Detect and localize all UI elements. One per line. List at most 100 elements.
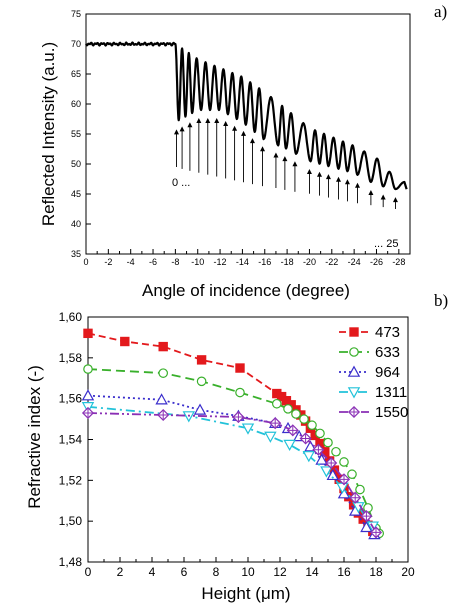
chart-a-mode-arrow: [392, 197, 398, 209]
chart-b-marker-cross: [83, 408, 93, 418]
chart-b-marker: [83, 364, 93, 374]
chart-b-xtick-label: 16: [337, 565, 351, 579]
chart-a-mode-arrow-head: [292, 161, 298, 167]
chart-b-marker: [291, 409, 301, 419]
chart-b-marker: [155, 393, 168, 405]
chart-b-marker: [120, 336, 130, 347]
chart-b-marker: [355, 484, 365, 495]
chart-b-legend: 473 633 964 1311 1550: [339, 324, 408, 421]
chart-a-mode-arrow-head: [368, 190, 374, 195]
chart-a-curve: [85, 41, 408, 191]
chart-b-ytick-label: 1,58: [59, 351, 83, 365]
chart-b-ytick-label: 1,56: [59, 392, 83, 406]
chart-a-mode-arrow-head: [325, 174, 331, 180]
chart-b-marker-cross: [339, 475, 349, 484]
chart-b-marker-cross: [288, 426, 297, 435]
chart-b-marker: [302, 451, 316, 463]
chart-a-mode-arrow: [187, 122, 193, 171]
chart-a-mode-arrow-head: [214, 118, 220, 123]
chart-b-marker: [339, 457, 349, 467]
chart-a-mode-arrow-head: [232, 125, 238, 131]
chart-b-xlabel: Height (μm): [201, 584, 290, 603]
chart-a-annotation-last: ... 25: [374, 238, 398, 250]
chart-b-series: [81, 328, 384, 540]
chart-b-legend-item: 633: [339, 344, 400, 361]
chart-a-mode-arrow-head: [173, 129, 179, 135]
chart-a-xtick-label: -16: [258, 257, 271, 267]
chart-b-xtick-label: 4: [149, 565, 156, 579]
chart-a-ticks: 0 -2 -4 -6 -8 -10 -12 -14 -16 -18 -20 -22 -24 -26 -28 3…: [71, 9, 411, 267]
chart-a-mode-arrow: [249, 138, 255, 185]
chart-b-marker: [158, 341, 168, 352]
chart-b-marker: [235, 387, 245, 398]
chart-a-mode-arrow: [196, 118, 202, 173]
chart-a-mode-arrows: [173, 118, 398, 209]
chart-b-marker: [349, 347, 359, 357]
chart-a-xtick-label: -8: [171, 257, 179, 267]
panel-b-label: b): [434, 291, 448, 310]
chart-a-ytick-label: 55: [71, 129, 81, 139]
chart-a-xtick-label: -12: [214, 257, 227, 267]
chart-b-marker: [363, 503, 373, 513]
chart-a-xtick-label: -26: [370, 257, 383, 267]
chart-a-mode-arrow: [368, 190, 374, 206]
chart-b-ytick-label: 1,52: [59, 473, 83, 487]
chart-b-marker: [196, 355, 207, 365]
chart-b-series-line: [87, 368, 380, 534]
chart-b-marker-cross: [371, 528, 381, 537]
chart-a-mode-arrow: [205, 118, 211, 175]
chart-a-xtick-label: 0: [83, 257, 88, 267]
chart-b-marker: [283, 404, 293, 414]
chart-a-mode-arrow-head: [392, 197, 398, 203]
chart-a-xtick-label: -2: [104, 257, 112, 267]
chart-b-ytick-label: 1,54: [59, 433, 83, 447]
chart-a-xtick-label: -24: [348, 257, 361, 267]
chart-b-marker: [331, 446, 341, 457]
chart-a-mode-arrow-head: [282, 156, 288, 162]
chart-b-ylabel: Refractive index (-): [25, 365, 44, 509]
chart-b-marker: [264, 431, 277, 443]
chart-b-marker-cross: [301, 434, 310, 443]
chart-b-xtick-label: 2: [117, 565, 124, 579]
chart-b-marker: [315, 453, 328, 465]
chart-a-ytick-label: 60: [71, 99, 81, 109]
chart-b-marker: [283, 439, 296, 452]
chart-a-ytick-label: 70: [71, 39, 81, 49]
chart-b-legend-label: 964: [375, 364, 400, 381]
chart-b-marker: [83, 328, 93, 339]
chart-a-ytick-label: 65: [71, 69, 81, 79]
chart-b: 0 2 4 6 8 10 12 14 16 18 20 1,48 1,50 1,52 1,54 1,56 1,5…: [25, 291, 448, 603]
chart-b-legend-label: 473: [375, 324, 400, 341]
chart-a-mode-arrow-head: [354, 182, 360, 188]
chart-a-xtick-label: -6: [149, 257, 157, 267]
chart-b-xtick-label: 10: [241, 565, 255, 579]
chart-a-mode-arrow: [214, 118, 220, 177]
chart-a-ytick-label: 35: [71, 249, 81, 259]
chart-a-mode-arrow: [317, 171, 323, 196]
chart-b-legend-item: 964: [339, 364, 400, 381]
chart-b-marker: [81, 389, 95, 401]
chart-b-legend-item: 1550: [339, 404, 408, 421]
chart-b-axes: [87, 316, 409, 563]
chart-a-mode-arrow-head: [223, 121, 229, 126]
chart-b-marker: [193, 403, 207, 415]
chart-b-ytick-label: 1,60: [59, 310, 83, 324]
chart-b-marker: [271, 398, 282, 409]
chart-b-marker: [158, 368, 168, 378]
chart-a-mode-arrow: [380, 194, 386, 208]
chart-b-legend-label: 633: [375, 344, 400, 361]
chart-a-ytick-label: 75: [71, 9, 81, 19]
chart-b-legend-item: 473: [339, 324, 400, 341]
chart-b-marker-cross: [327, 458, 336, 468]
chart-a-mode-arrow-head: [380, 194, 386, 200]
chart-a-ytick-label: 50: [71, 159, 81, 169]
chart-a-mode-arrow: [344, 179, 350, 202]
chart-b-marker: [326, 468, 340, 481]
chart-b-xtick-label: 6: [181, 565, 188, 579]
chart-a-mode-arrow-head: [241, 130, 247, 136]
chart-b-ytick-label: 1,50: [59, 514, 83, 528]
chart-b-marker: [360, 520, 373, 533]
chart-a-ylabel: Reflected Intensity (a.u.): [39, 42, 58, 226]
chart-b-series-line: [87, 332, 374, 532]
